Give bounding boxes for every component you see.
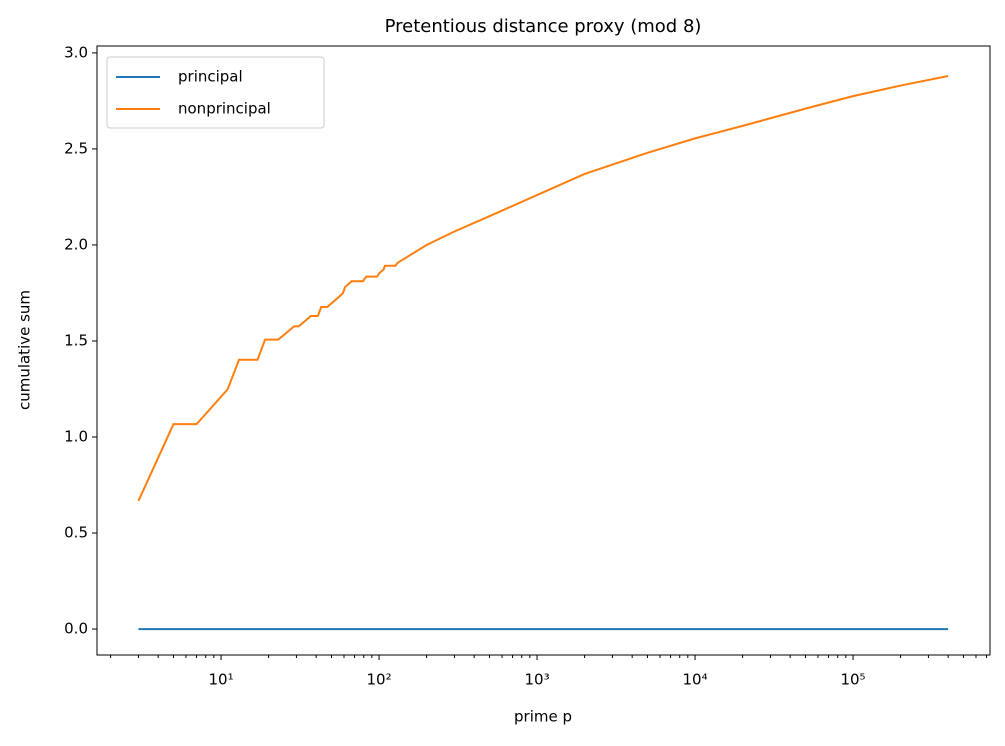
x-tick-label: 10² xyxy=(366,671,391,689)
y-axis-label: cumulative sum xyxy=(16,290,34,410)
x-tick-label: 10⁵ xyxy=(840,671,865,689)
x-axis-label: prime p xyxy=(514,708,572,726)
x-tick-label: 10³ xyxy=(524,671,549,689)
legend-label: principal xyxy=(178,68,243,86)
legend-label: nonprincipal xyxy=(178,100,271,118)
y-tick-label: 1.5 xyxy=(64,331,88,349)
chart-title: Pretentious distance proxy (mod 8) xyxy=(385,16,702,37)
x-tick-label: 10⁴ xyxy=(682,671,707,689)
x-tick-label: 10¹ xyxy=(208,671,233,689)
y-tick-label: 1.0 xyxy=(64,428,88,446)
plot-frame xyxy=(96,45,991,656)
y-tick-label: 0.5 xyxy=(64,524,88,542)
series-line xyxy=(137,74,949,502)
y-tick-label: 3.0 xyxy=(64,43,88,61)
y-tick-label: 2.5 xyxy=(64,139,88,157)
legend-box xyxy=(106,56,325,129)
y-tick-label: 0.0 xyxy=(64,620,88,638)
y-tick-label: 2.0 xyxy=(64,235,88,253)
